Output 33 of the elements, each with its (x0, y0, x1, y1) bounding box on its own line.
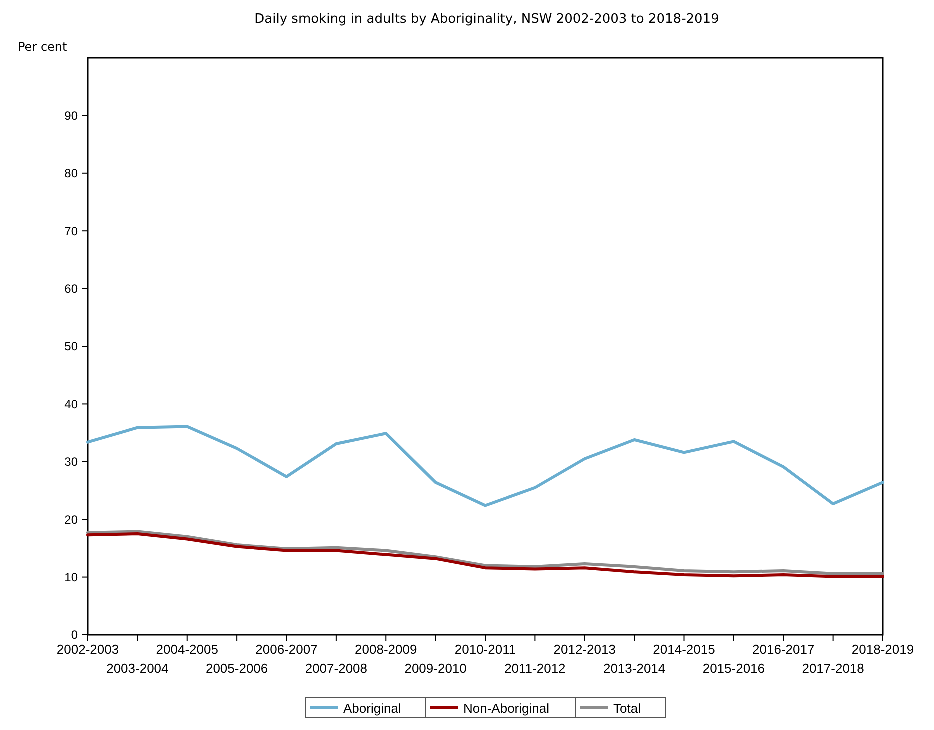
legend-label: Non-Aboriginal (464, 701, 550, 716)
x-tick-label: 2012-2013 (554, 642, 616, 657)
y-tick-label: 70 (64, 224, 78, 238)
x-tick-label: 2002-2003 (56, 642, 120, 657)
y-tick-label: 80 (64, 166, 78, 181)
y-tick-label: 90 (64, 108, 78, 123)
x-tick-label: 2010-2011 (454, 642, 516, 657)
x-tick-label: 2008-2009 (355, 642, 418, 657)
x-tick-label: 2013-2014 (603, 661, 666, 676)
x-tick-label: 2005-2006 (206, 661, 268, 676)
x-tick-label: 2018-2019 (852, 642, 914, 657)
y-tick-label: 50 (64, 340, 78, 354)
y-tick-label: 20 (64, 512, 78, 527)
y-tick-label: 30 (64, 455, 78, 470)
y-axis-title: Per cent (18, 40, 68, 54)
y-tick-label: 40 (64, 397, 78, 412)
chart-title: Daily smoking in adults by Aboriginality, NSW 2002-2003 to 2018-2019 (254, 12, 720, 27)
y-tick-label: 10 (64, 570, 78, 584)
x-tick-label: 2007-2008 (305, 661, 368, 676)
x-tick-label: 2017-2018 (802, 661, 864, 676)
legend-label: Total (614, 701, 642, 716)
line-series (86, 425, 884, 508)
x-tick-label: 2006-2007 (256, 642, 318, 657)
x-tick-label: 2004-2005 (156, 642, 218, 657)
x-tick-label: 2016-2017 (752, 642, 815, 657)
x-tick-label: 2003-2004 (106, 661, 169, 676)
x-tick-label: 2014-2015 (653, 642, 716, 657)
x-tick-label: 2009-2010 (404, 661, 467, 676)
x-tick-label: 2011-2012 (504, 661, 566, 676)
x-tick-label: 2015-2016 (702, 661, 766, 676)
y-tick-label: 0 (71, 628, 78, 642)
y-tick-label: 60 (64, 282, 78, 296)
legend-label: Aboriginal (344, 701, 402, 716)
